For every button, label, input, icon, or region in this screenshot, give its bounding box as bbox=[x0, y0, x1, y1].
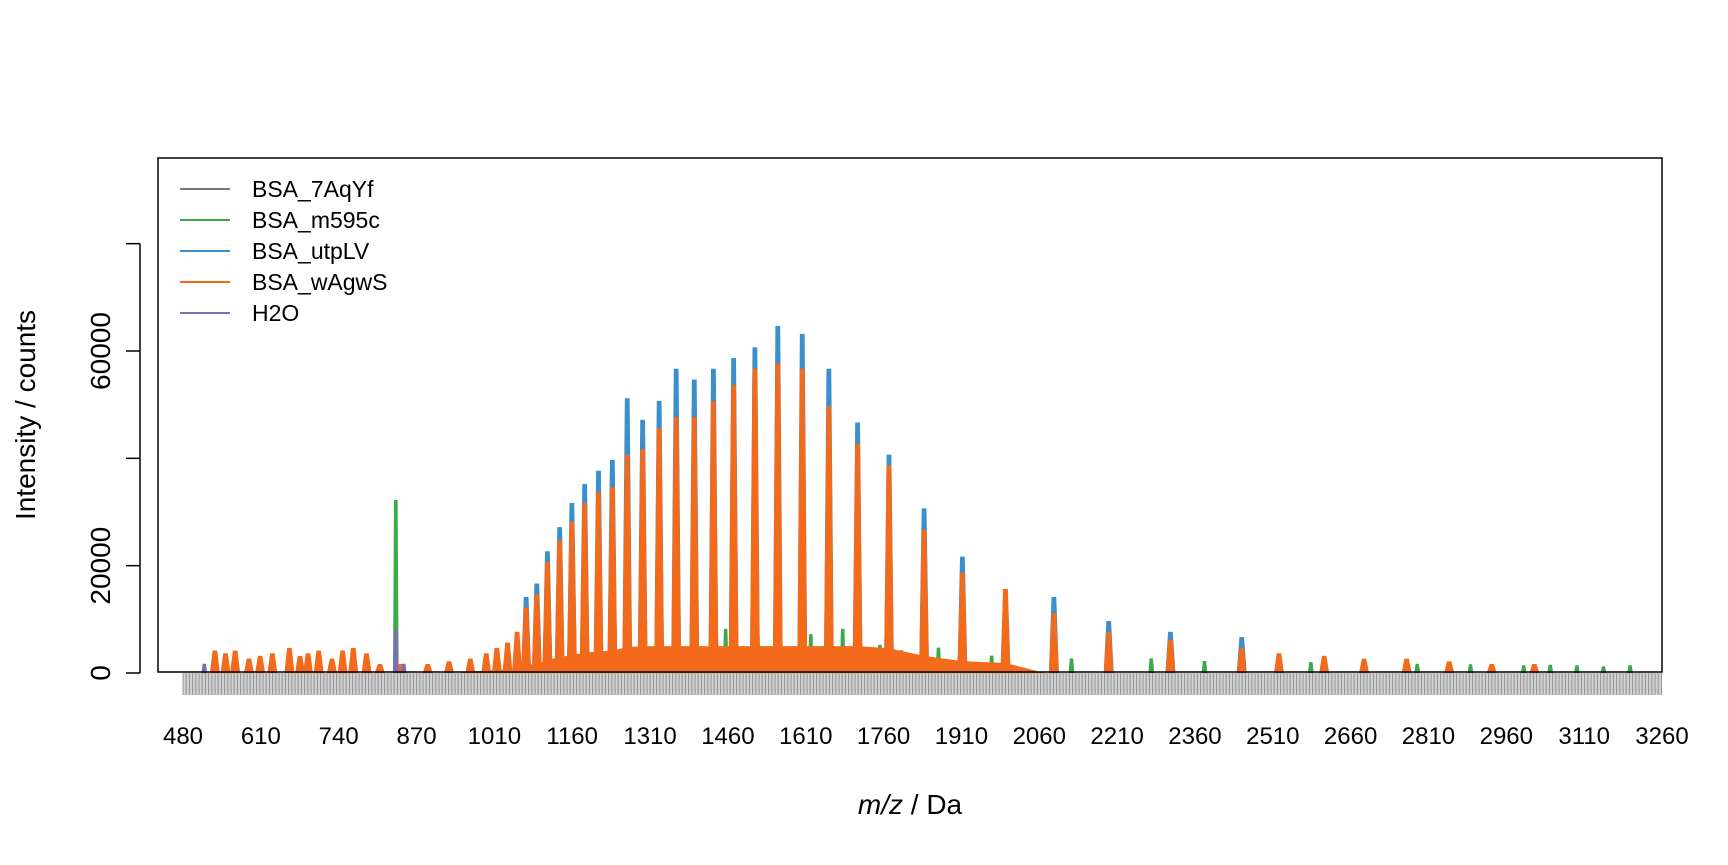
y-tick-label: 0 bbox=[85, 665, 116, 681]
x-tick-label: 2510 bbox=[1246, 723, 1299, 750]
legend-item: BSA_7AqYf bbox=[180, 176, 374, 202]
x-tick-label: 3110 bbox=[1558, 723, 1610, 750]
series-peak bbox=[220, 653, 231, 674]
y-axis-label: Intensity / counts bbox=[10, 310, 41, 520]
series-peak bbox=[313, 650, 324, 674]
series-peak bbox=[465, 658, 476, 674]
series-layer bbox=[201, 325, 1634, 675]
series-peak bbox=[1068, 658, 1075, 675]
series-peak bbox=[491, 647, 503, 674]
legend-label: BSA_utpLV bbox=[252, 238, 370, 264]
x-tick-label: 1160 bbox=[546, 723, 598, 750]
series-peak bbox=[209, 650, 221, 674]
legend-item: BSA_m595c bbox=[180, 207, 380, 233]
x-tick-label: 1760 bbox=[857, 723, 910, 750]
y-tick-label: 60000 bbox=[85, 312, 116, 390]
series-peak bbox=[1000, 588, 1011, 674]
x-tick-label: 2060 bbox=[1013, 723, 1066, 750]
x-tick-label: 1610 bbox=[779, 723, 832, 750]
series-peak bbox=[481, 653, 492, 674]
x-tick-label: 1310 bbox=[623, 723, 676, 750]
series-peak bbox=[267, 653, 278, 674]
x-tick-label: 740 bbox=[319, 723, 359, 750]
series-peak bbox=[361, 653, 372, 674]
series-bsa-m595c bbox=[392, 500, 1634, 675]
series-baseline-envelope bbox=[459, 646, 1045, 673]
x-tick-label: 2360 bbox=[1168, 723, 1221, 750]
x-axis-label-mz: m/z bbox=[858, 789, 903, 820]
legend-label: BSA_m595c bbox=[252, 207, 380, 233]
series-peak bbox=[502, 642, 513, 674]
series-peak bbox=[1318, 655, 1330, 674]
x-tick-label: 2810 bbox=[1402, 723, 1455, 750]
x-tick-label: 3260 bbox=[1635, 723, 1688, 750]
x-tick-label: 1910 bbox=[935, 723, 988, 750]
x-axis: 480 610 740 870 1010 1160 1310 1460 1610 1760 1910… bbox=[163, 723, 1689, 750]
series-peak bbox=[243, 658, 255, 674]
x-tick-label: 610 bbox=[241, 723, 281, 750]
x-tick-label: 2210 bbox=[1090, 723, 1143, 750]
x-axis-label: m/z / Da bbox=[858, 789, 963, 820]
y-tick-label: 20000 bbox=[85, 527, 116, 605]
series-peak bbox=[1273, 653, 1285, 674]
legend-label: H2O bbox=[252, 300, 299, 326]
series-peak bbox=[1148, 658, 1155, 675]
series-peak bbox=[512, 631, 523, 674]
series-bsa-wagws bbox=[209, 363, 1540, 674]
x-tick-label: 870 bbox=[397, 723, 437, 750]
x-axis-label-unit: Da bbox=[926, 789, 962, 820]
series-peak bbox=[326, 658, 338, 674]
x-tick-label: 480 bbox=[163, 723, 203, 750]
x-axis-label-sep: / bbox=[903, 789, 926, 820]
plot-frame bbox=[157, 157, 1663, 673]
x-tick-label: 2960 bbox=[1480, 723, 1533, 750]
series-peak bbox=[230, 650, 241, 674]
series-peak bbox=[284, 647, 295, 674]
y-axis: 0 20000 60000 bbox=[85, 242, 141, 681]
series-peak bbox=[1358, 658, 1370, 674]
legend-item: H2O bbox=[180, 300, 299, 326]
series-peak bbox=[1401, 658, 1412, 674]
series-peak bbox=[392, 628, 399, 675]
x-tick-label: 1010 bbox=[468, 723, 521, 750]
legend-label: BSA_wAgwS bbox=[252, 269, 388, 295]
x-tick-label: 1460 bbox=[701, 723, 754, 750]
series-peak bbox=[348, 647, 359, 674]
series-peak bbox=[302, 653, 314, 674]
legend-label: BSA_7AqYf bbox=[252, 176, 374, 202]
x-tick-label: 2660 bbox=[1324, 723, 1377, 750]
legend-item: BSA_utpLV bbox=[180, 238, 370, 264]
series-peak bbox=[254, 655, 266, 674]
series-peak bbox=[337, 650, 348, 674]
legend-item: BSA_wAgwS bbox=[180, 269, 388, 295]
series-peak bbox=[294, 655, 306, 674]
x-rug bbox=[182, 673, 1662, 695]
legend: BSA_7AqYf BSA_m595c BSA_utpLV BSA_wAgwS H2O bbox=[180, 176, 388, 326]
